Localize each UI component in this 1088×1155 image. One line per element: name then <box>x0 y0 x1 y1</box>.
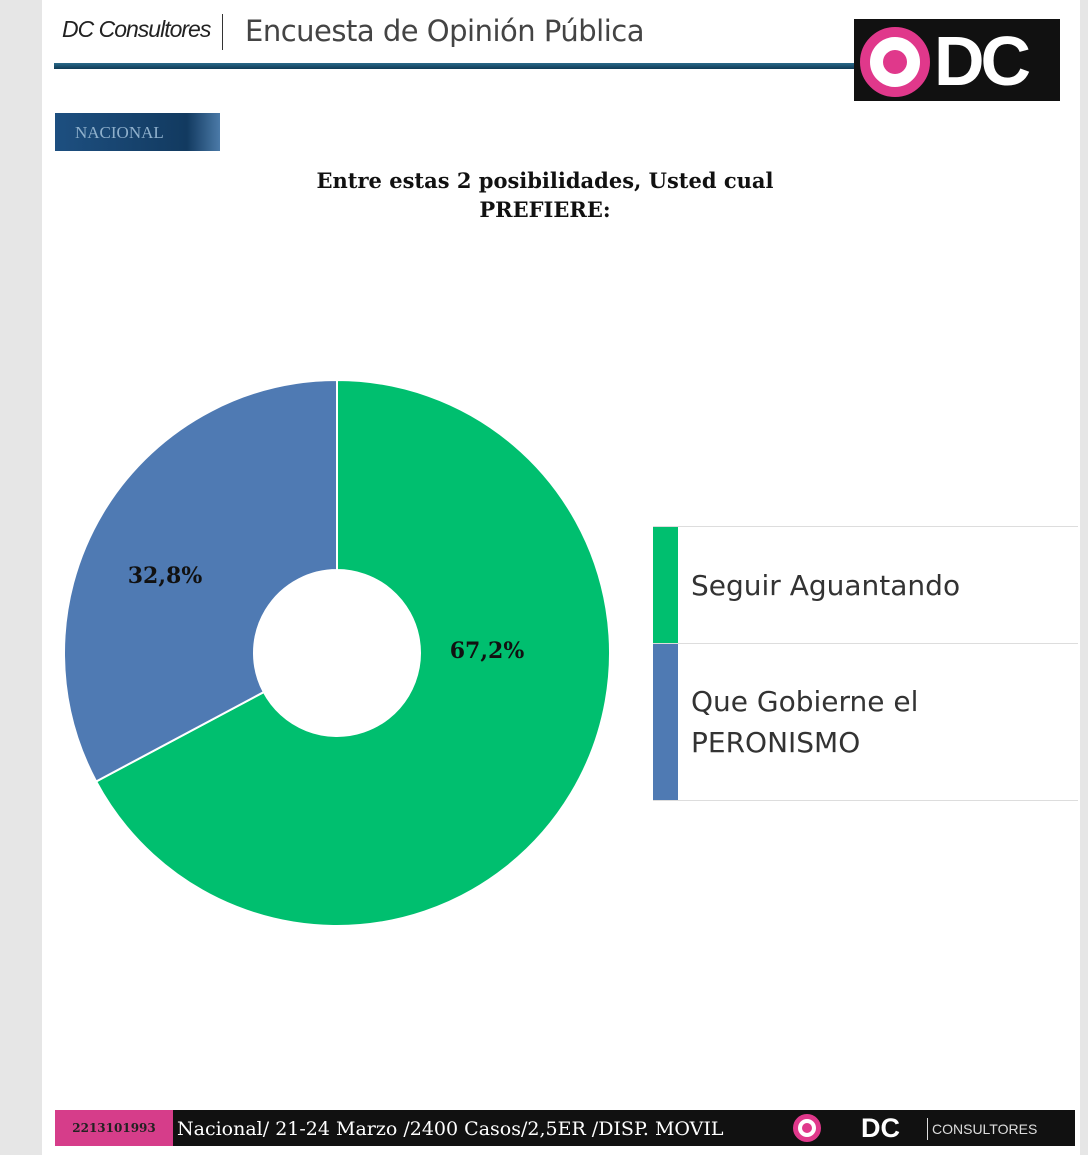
legend: Seguir Aguantando Que Gobierne el PERONI… <box>653 526 1078 801</box>
donut-slice-peronismo <box>63 378 338 783</box>
legend-item-peronismo: Que Gobierne el PERONISMO <box>653 643 1078 801</box>
legend-label-line-2: PERONISMO <box>691 726 861 759</box>
legend-swatch <box>653 527 678 644</box>
chart-title-line-1: Entre estas 2 posibilidades, Usted cual <box>316 168 774 193</box>
legend-label-line-1: Que Gobierne el <box>691 685 919 718</box>
footer-bar: 2213101993 Nacional/ 21-24 Marzo /2400 C… <box>55 1110 1075 1146</box>
scope-badge: NACIONAL <box>55 113 220 151</box>
brand-name: DC Consultores <box>62 16 211 42</box>
header-divider <box>222 14 223 50</box>
survey-title: Encuesta de Opinión Pública <box>245 14 644 48</box>
legend-label: Seguir Aguantando <box>691 569 961 602</box>
footer-logo-sub: CONSULTORES <box>927 1118 1037 1140</box>
header-rule <box>54 63 864 69</box>
footer-phone: 2213101993 <box>55 1110 173 1146</box>
footer-survey-info: Nacional/ 21-24 Marzo /2400 Casos/2,5ER … <box>177 1118 724 1140</box>
footer-logo-text: DC <box>861 1113 900 1143</box>
donut-slice-seguir-aguantando <box>94 378 611 927</box>
chart-title: Entre estas 2 posibilidades, Usted cual … <box>250 166 840 224</box>
logo-text: DC <box>934 22 1031 100</box>
chart-title-line-2: PREFIERE: <box>479 197 611 222</box>
legend-item-seguir-aguantando: Seguir Aguantando <box>653 526 1078 644</box>
data-label-peronismo: 32,8% <box>128 563 203 589</box>
legend-swatch <box>653 644 678 800</box>
data-label-seguir-aguantando: 67,2% <box>450 638 525 664</box>
dc-logo: DC <box>854 19 1060 101</box>
logo-ring-icon <box>860 27 930 97</box>
footer-logo-ring-icon <box>793 1114 821 1142</box>
